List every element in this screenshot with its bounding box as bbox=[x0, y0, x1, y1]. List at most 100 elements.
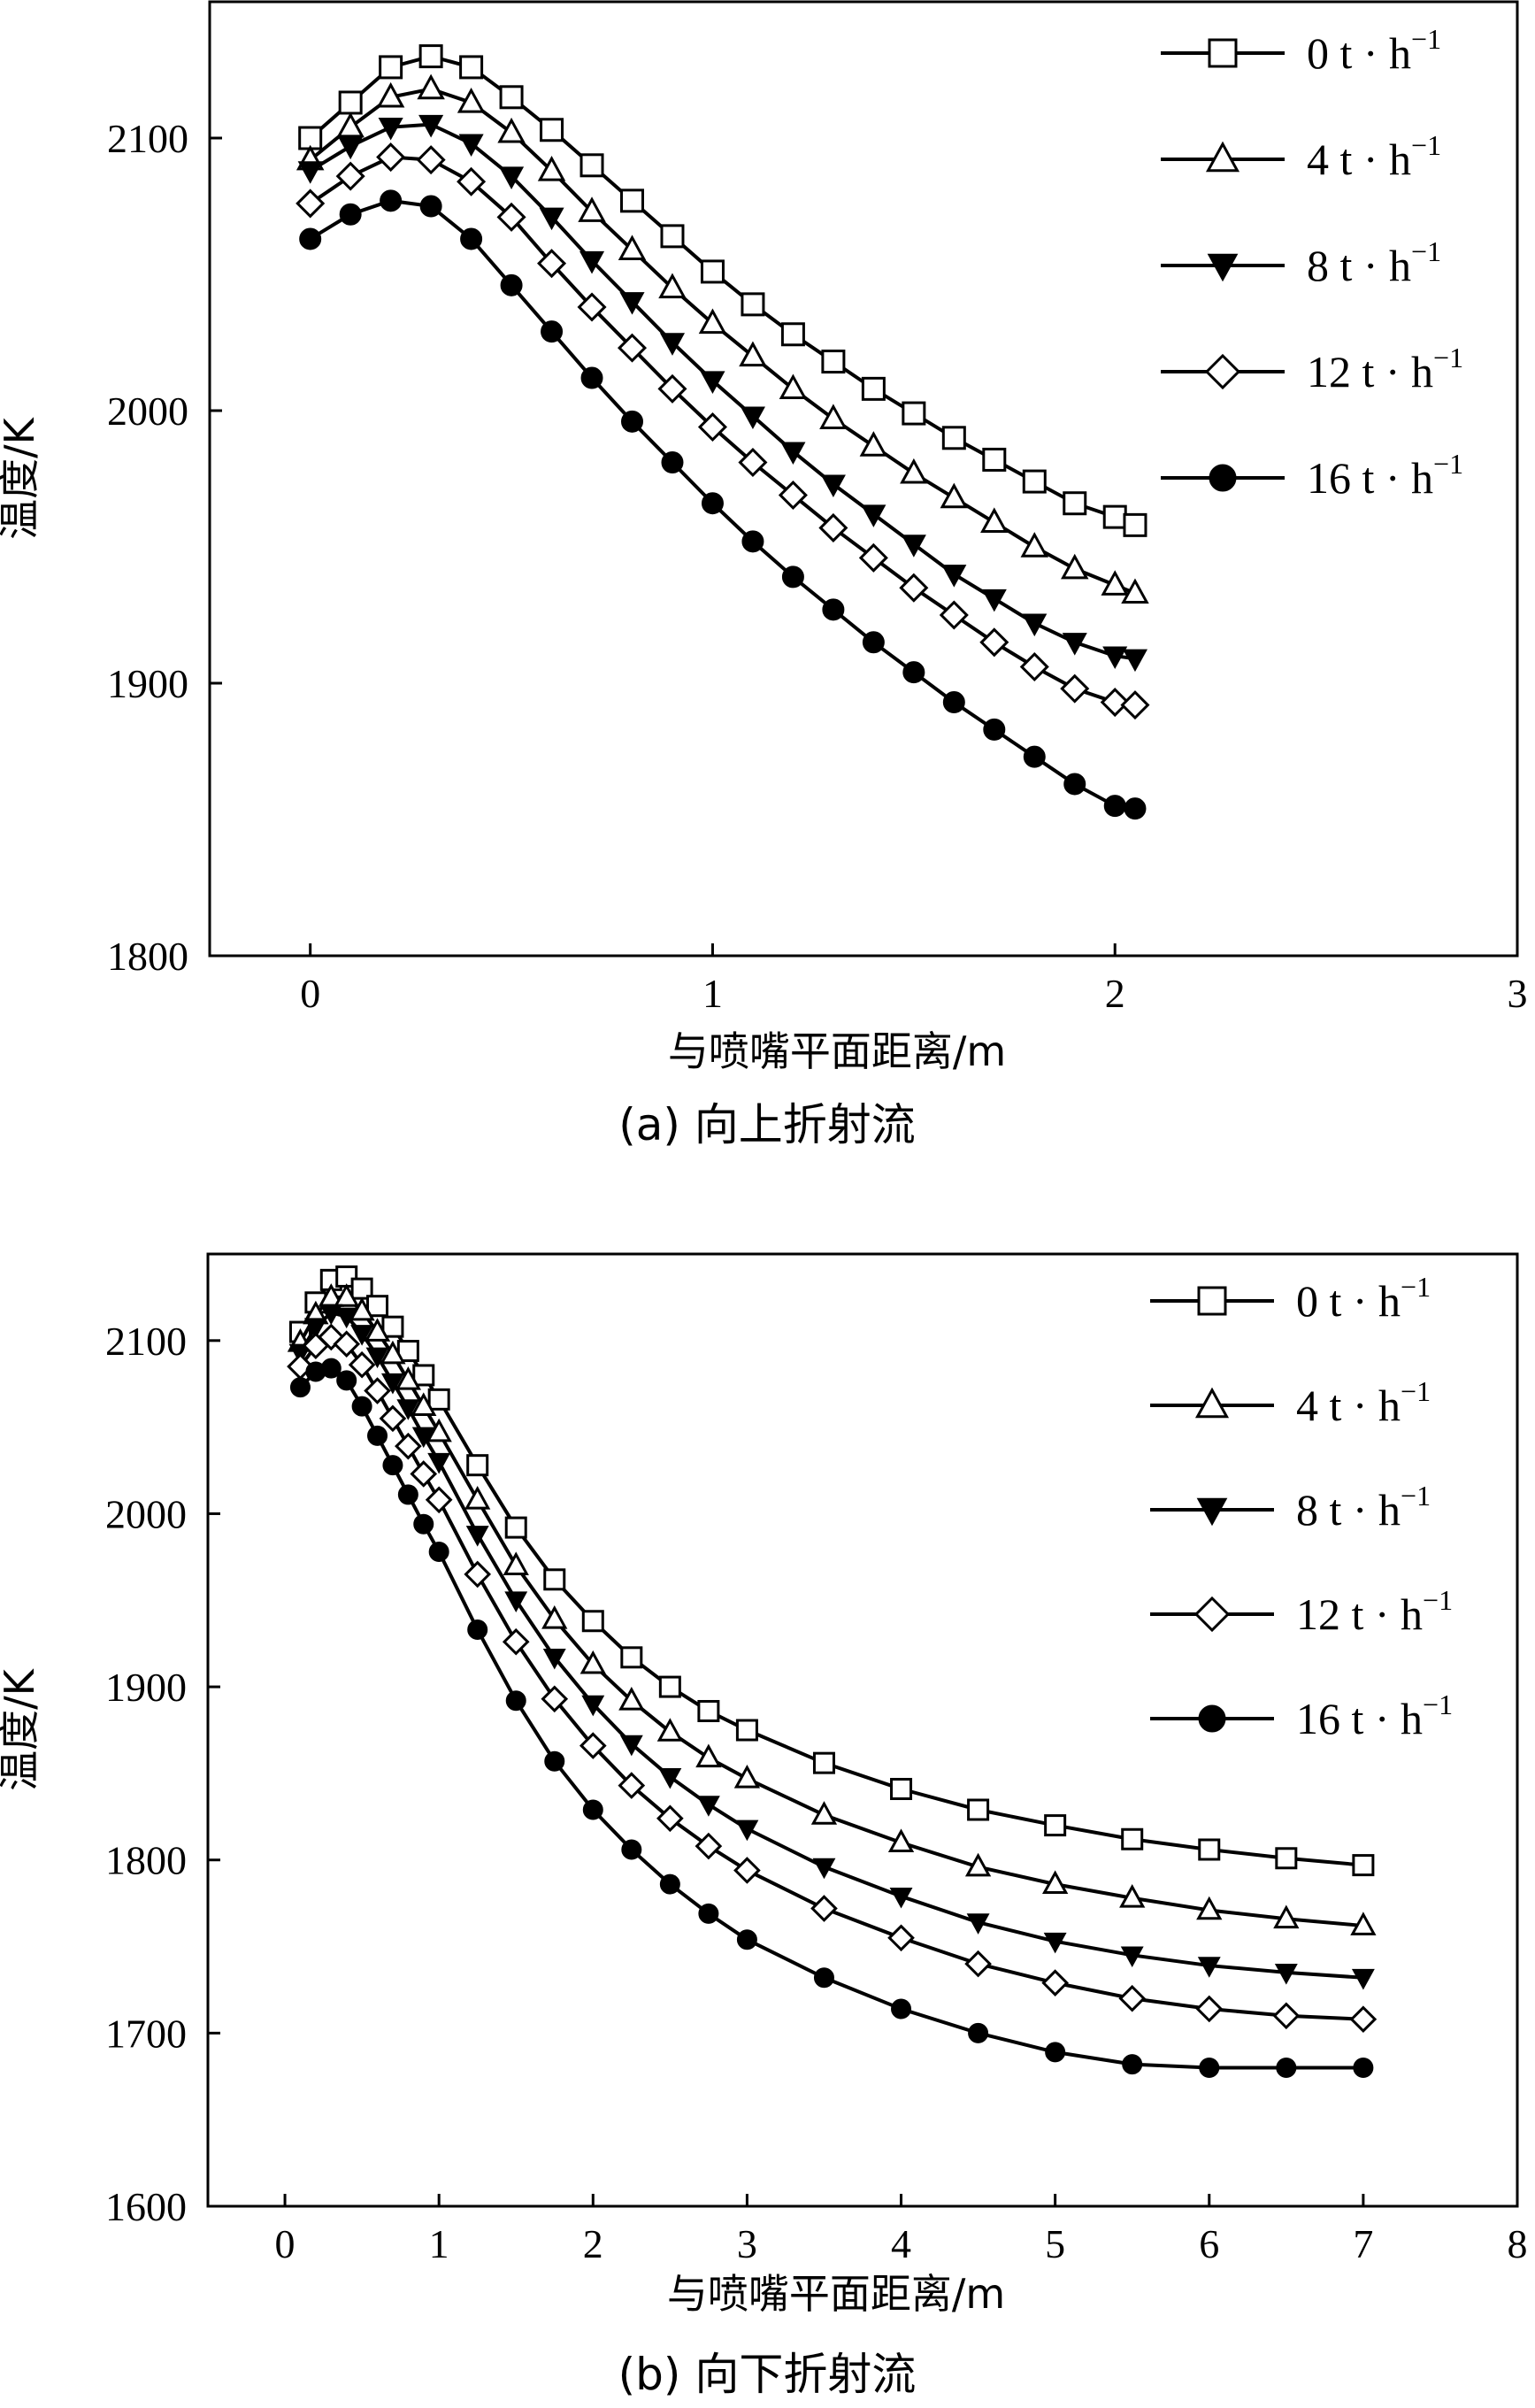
panel-b-series-4-point bbox=[464, 1486, 491, 1510]
panel-b-legend: 0 t · h−1 4 t · h−1 8 t · h−1 12 t · h−1 16 … bbox=[1150, 1271, 1453, 1743]
panel-b-series-12-point bbox=[348, 1350, 376, 1379]
panel-b-legend-label: 16 t · h−1 bbox=[1296, 1689, 1453, 1743]
panel-b-series-16-point bbox=[891, 1998, 912, 2019]
panel-a-series-0-point bbox=[741, 292, 765, 317]
panel-a-series-12-point bbox=[738, 447, 768, 478]
panel-b-series-8-point bbox=[504, 1591, 528, 1612]
panel-a-series-4-point bbox=[779, 373, 808, 400]
panel-a-series-16-point bbox=[983, 718, 1006, 741]
panel-a-series-12-point bbox=[697, 412, 727, 442]
panel-b-series-16-point bbox=[736, 1929, 757, 1950]
panel-a-series-4-point bbox=[1020, 532, 1049, 558]
panel-a-x-tick-label: 1 bbox=[702, 971, 723, 1016]
panel-b-caption: (b) 向下折射流 bbox=[618, 2349, 917, 2400]
panel-a-series-0-point bbox=[620, 188, 645, 213]
panel-b-series-8-point bbox=[658, 1767, 682, 1789]
panel-a-series-8-point bbox=[941, 565, 967, 588]
panel-b-series-16-point bbox=[413, 1513, 434, 1535]
panel-a-series-8-point bbox=[499, 166, 525, 189]
panel-b-series-12-point bbox=[1195, 1995, 1224, 2023]
panel-b-series-12-point bbox=[656, 1804, 684, 1833]
panel-a-series-8-point bbox=[1062, 633, 1087, 656]
panel-b-x-tick-label: 5 bbox=[1045, 2221, 1065, 2266]
panel-b-x-tick-label: 8 bbox=[1508, 2221, 1528, 2266]
panel-b-y-tick-label: 1900 bbox=[105, 1665, 187, 1710]
panel-b-downward-refraction: 0 1 2 3 4 5 6 7 8 1600 1700 1800 1900 2000 2100 与喷嘴平面距离… bbox=[0, 1252, 1528, 2318]
panel-b-series-8-point bbox=[396, 1399, 420, 1420]
panel-a-series-16-point bbox=[862, 631, 885, 654]
panel-a-series-12-point bbox=[1100, 688, 1130, 718]
panel-b-series-16-point bbox=[1276, 2057, 1297, 2078]
panel-b-series-12-point bbox=[464, 1560, 492, 1589]
panel-b-x-tick-label: 3 bbox=[737, 2221, 757, 2266]
panel-b-series-12-point bbox=[410, 1460, 438, 1488]
panel-b-series-12-point bbox=[695, 1832, 723, 1860]
panel-b-series-0-point bbox=[1121, 1827, 1144, 1850]
panel-b-series-8 bbox=[288, 1304, 1375, 1990]
panel-a-series-0-point bbox=[902, 401, 926, 426]
panel-a-series-8-point bbox=[861, 504, 886, 527]
panel-a-series-8-point bbox=[700, 371, 725, 394]
panel-a-series-16-point bbox=[299, 227, 322, 250]
panel-b-x-tick-label: 2 bbox=[583, 2221, 603, 2266]
panel-a-series-4-point bbox=[859, 431, 888, 457]
panel-a-y-tick-label: 1800 bbox=[107, 934, 188, 979]
panel-a-series-8-point bbox=[338, 136, 364, 160]
panel-a-legend-label: 16 t · h−1 bbox=[1307, 448, 1463, 503]
panel-a-series-12-point bbox=[1019, 651, 1049, 682]
panel-a-series-4-point bbox=[497, 117, 526, 143]
panel-a-series-0-point bbox=[780, 322, 805, 347]
panel-b-series-16-point bbox=[367, 1425, 388, 1446]
panel-a-series-16-point bbox=[741, 530, 764, 553]
panel-a-series-16-point bbox=[580, 366, 603, 389]
panel-a-series-12-point bbox=[899, 573, 929, 603]
panel-b-series-0-point bbox=[658, 1675, 681, 1698]
panel-a-series-12-point bbox=[376, 142, 406, 173]
panel-b-series-16-point bbox=[968, 2022, 989, 2043]
panel-b-series-4-point bbox=[503, 1551, 529, 1575]
panel-a-series-16-point bbox=[419, 195, 442, 218]
panel-b-series-4-point bbox=[1042, 1870, 1069, 1894]
panel-a-series-8-point bbox=[1122, 649, 1148, 673]
panel-a-series-12-point bbox=[537, 249, 567, 279]
panel-b-series-16-point bbox=[336, 1370, 357, 1391]
panel-a-series-0-point bbox=[338, 90, 363, 115]
panel-a-series-8-point bbox=[458, 134, 484, 157]
panel-b-series-0-point bbox=[1198, 1838, 1221, 1861]
panel-b-series-8-point bbox=[365, 1347, 389, 1369]
panel-b-series-16-point bbox=[428, 1541, 449, 1562]
panel-b-plot-frame bbox=[206, 1252, 1519, 2208]
panel-a-series-16-point bbox=[460, 227, 483, 250]
panel-a-series-8-point bbox=[539, 207, 564, 231]
panel-b-series-16-point bbox=[659, 1873, 680, 1895]
panel-a-series-0-point bbox=[1123, 512, 1147, 537]
panel-b-series-16-point bbox=[1353, 2057, 1374, 2078]
panel-b-series-4-point bbox=[810, 1801, 838, 1825]
panel-b-series-0-point bbox=[1275, 1847, 1298, 1870]
panel-a-series-8 bbox=[297, 114, 1148, 673]
panel-b-series-12-point bbox=[964, 1950, 992, 1978]
panel-a-series-4-point bbox=[1061, 553, 1089, 580]
panel-a-series-16-point bbox=[781, 565, 804, 589]
panel-a-series-0-point bbox=[499, 85, 524, 110]
panel-a-series-12-point bbox=[416, 145, 446, 175]
panel-a-series-8-line bbox=[309, 122, 1136, 661]
panel-b-series-12-point bbox=[425, 1486, 453, 1514]
panel-a-series-0-point bbox=[459, 55, 484, 80]
panel-b-series-12-point bbox=[395, 1432, 422, 1460]
panel-b-series-0-point bbox=[1352, 1854, 1375, 1877]
panel-a-series-16-point bbox=[822, 598, 845, 621]
panel-b-series-8-point bbox=[619, 1735, 643, 1757]
panel-b-series-4-point bbox=[1350, 1912, 1377, 1935]
panel-a-series-4-point bbox=[537, 156, 566, 181]
panel-a-legend-marker bbox=[1207, 253, 1239, 282]
panel-b-y-tick-label: 2000 bbox=[105, 1491, 187, 1536]
panel-a-series-4-point bbox=[457, 88, 486, 113]
panel-b-series-8-point bbox=[889, 1887, 913, 1909]
panel-b-series-4-point bbox=[334, 1283, 360, 1307]
panel-a-y-tick-label: 2000 bbox=[107, 389, 188, 434]
panel-a-series-0-point bbox=[579, 153, 604, 178]
panel-b-series-0-line bbox=[298, 1274, 1364, 1867]
panel-b-series-8-point bbox=[1120, 1946, 1144, 1968]
panel-b-y-tick-label: 1600 bbox=[105, 2184, 187, 2229]
